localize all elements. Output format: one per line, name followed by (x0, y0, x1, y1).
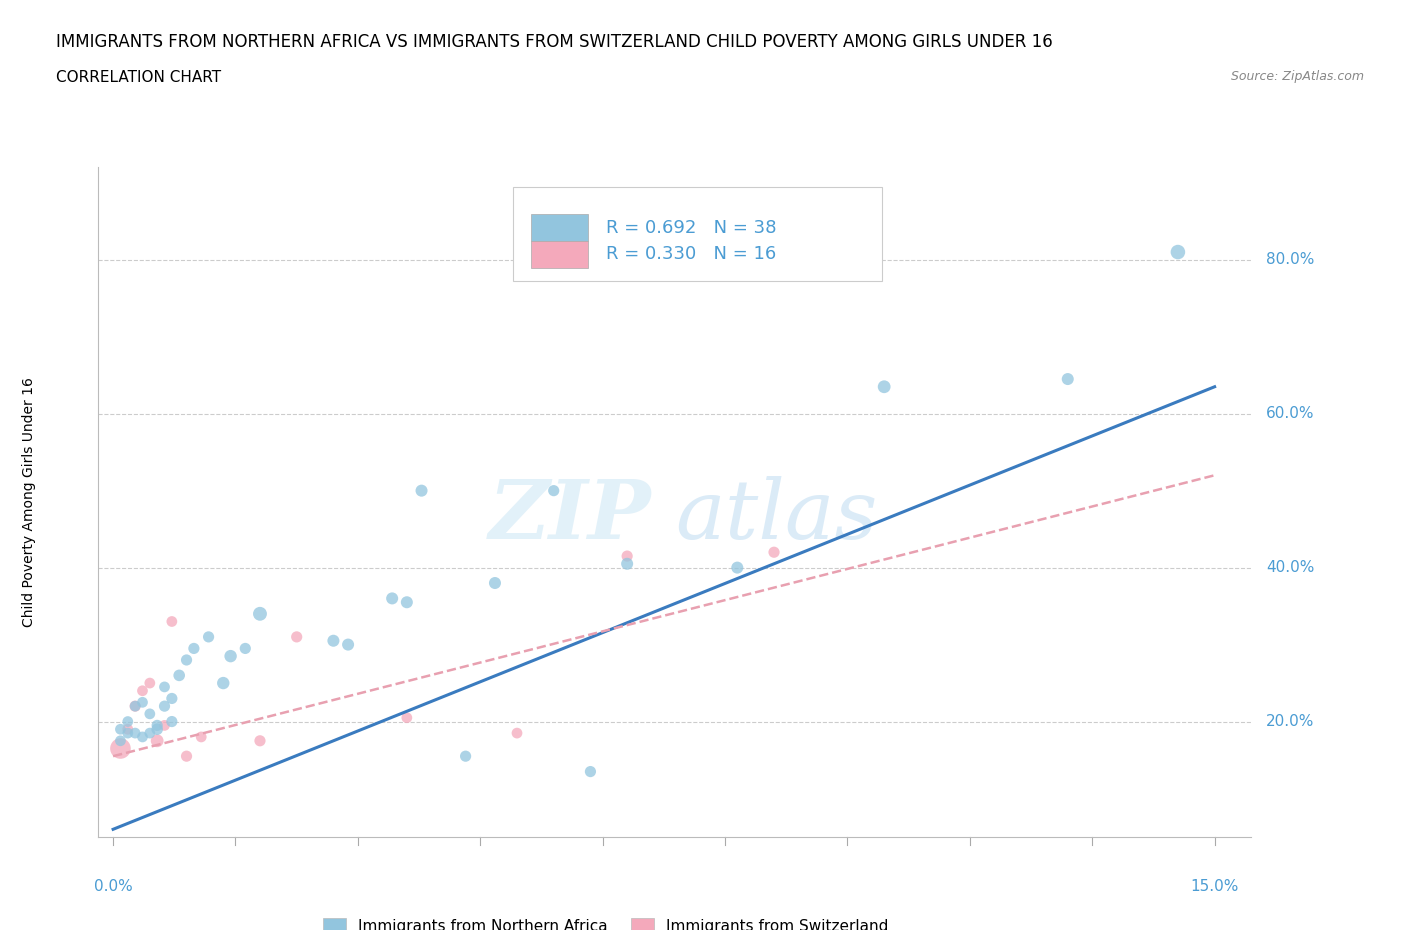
Text: R = 0.692   N = 38: R = 0.692 N = 38 (606, 219, 776, 236)
Point (484, 576, 506, 591)
Point (212, 675, 235, 690)
Point (285, 630, 308, 644)
Point (146, 718, 169, 733)
Point (748, 268, 770, 283)
Point (337, 637, 360, 652)
Point (110, 734, 132, 749)
Text: 15.0%: 15.0% (1191, 880, 1239, 895)
Point (249, 606, 271, 621)
Point (395, 711, 418, 725)
Point (124, 698, 146, 713)
Point (543, 484, 565, 498)
Text: 40.0%: 40.0% (1265, 560, 1315, 575)
Text: CORRELATION CHART: CORRELATION CHART (56, 70, 221, 85)
Point (1167, 245, 1189, 259)
Point (139, 675, 162, 690)
Text: IMMIGRANTS FROM NORTHERN AFRICA VS IMMIGRANTS FROM SWITZERLAND CHILD POVERTY AMO: IMMIGRANTS FROM NORTHERN AFRICA VS IMMIG… (56, 33, 1053, 50)
Point (411, 484, 433, 498)
Point (146, 734, 169, 749)
Point (219, 649, 242, 664)
Point (190, 729, 212, 744)
Point (124, 698, 146, 713)
Point (110, 741, 132, 756)
Point (131, 684, 153, 698)
Point (873, 379, 896, 394)
Text: 80.0%: 80.0% (1265, 252, 1315, 267)
Point (233, 641, 256, 656)
FancyBboxPatch shape (513, 188, 883, 281)
Point (153, 680, 176, 695)
Point (139, 707, 162, 722)
Point (139, 725, 162, 740)
Point (131, 729, 153, 744)
Point (176, 653, 198, 668)
Point (395, 595, 418, 610)
Point (616, 549, 638, 564)
Point (763, 545, 786, 560)
Point (117, 722, 139, 737)
Point (160, 614, 183, 629)
Point (579, 764, 602, 779)
Point (153, 698, 176, 713)
Point (1056, 372, 1078, 387)
FancyBboxPatch shape (530, 214, 588, 241)
Point (249, 734, 271, 749)
Text: atlas: atlas (675, 475, 877, 555)
Legend: Immigrants from Northern Africa, Immigrants from Switzerland: Immigrants from Northern Africa, Immigra… (316, 911, 894, 930)
Text: R = 0.330   N = 16: R = 0.330 N = 16 (606, 246, 776, 263)
Point (146, 722, 169, 737)
Point (197, 630, 219, 644)
Point (616, 556, 638, 571)
Point (381, 591, 404, 605)
Point (176, 749, 198, 764)
Point (725, 560, 748, 575)
Text: 0.0%: 0.0% (94, 880, 132, 895)
Point (124, 725, 146, 740)
Text: Child Poverty Among Girls Under 16: Child Poverty Among Girls Under 16 (22, 378, 37, 627)
Point (454, 749, 477, 764)
Point (117, 714, 139, 729)
FancyBboxPatch shape (530, 241, 588, 268)
Text: 60.0%: 60.0% (1265, 406, 1315, 421)
Point (322, 633, 344, 648)
Point (153, 718, 176, 733)
Point (131, 695, 153, 710)
Point (160, 691, 183, 706)
Point (110, 722, 132, 737)
Point (183, 641, 205, 656)
Point (160, 714, 183, 729)
Point (117, 725, 139, 740)
Text: Source: ZipAtlas.com: Source: ZipAtlas.com (1230, 70, 1364, 83)
Point (506, 725, 529, 740)
Text: ZIP: ZIP (489, 475, 652, 555)
Text: 20.0%: 20.0% (1265, 714, 1315, 729)
Point (167, 668, 190, 683)
